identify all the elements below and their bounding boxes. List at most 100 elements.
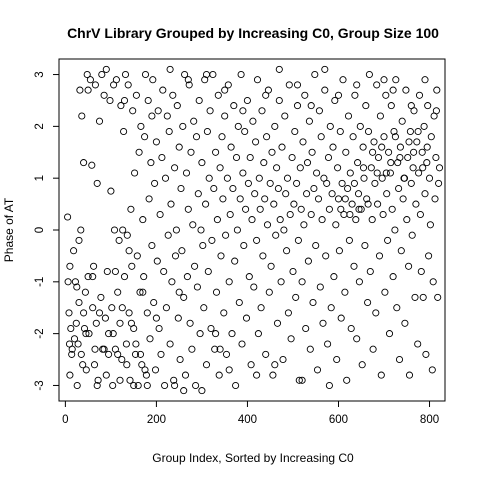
data-point bbox=[266, 179, 274, 187]
data-point bbox=[98, 70, 106, 79]
data-point bbox=[248, 216, 256, 224]
data-point bbox=[222, 350, 231, 358]
data-point bbox=[216, 345, 224, 353]
data-point bbox=[253, 236, 261, 244]
data-point bbox=[251, 190, 259, 198]
data-point bbox=[361, 241, 369, 250]
y-tick-label: -3 bbox=[34, 380, 46, 390]
data-point bbox=[337, 205, 345, 213]
data-point bbox=[201, 76, 209, 84]
data-point bbox=[157, 350, 165, 358]
data-point bbox=[95, 117, 104, 125]
data-point bbox=[246, 153, 254, 162]
data-point bbox=[293, 102, 302, 110]
x-tick-label: 800 bbox=[420, 414, 439, 426]
data-point bbox=[355, 205, 363, 213]
data-point bbox=[240, 241, 248, 250]
data-point bbox=[214, 91, 222, 99]
data-point bbox=[186, 319, 194, 327]
data-point bbox=[179, 122, 187, 130]
data-point bbox=[302, 324, 310, 333]
data-point bbox=[432, 107, 440, 115]
data-point bbox=[225, 366, 233, 374]
data-point bbox=[222, 231, 230, 239]
data-point bbox=[100, 345, 108, 353]
data-point bbox=[313, 366, 322, 374]
data-point bbox=[334, 164, 342, 172]
data-point bbox=[68, 345, 76, 353]
data-point bbox=[263, 221, 272, 229]
data-point bbox=[137, 122, 145, 130]
data-point bbox=[242, 314, 251, 322]
data-point bbox=[89, 273, 97, 281]
data-point bbox=[328, 190, 336, 198]
data-point bbox=[202, 200, 210, 208]
data-point bbox=[325, 381, 333, 390]
data-point bbox=[329, 143, 337, 151]
data-point bbox=[134, 381, 142, 390]
data-point bbox=[136, 288, 144, 296]
data-point bbox=[76, 86, 84, 94]
data-point bbox=[120, 96, 129, 105]
data-point bbox=[415, 169, 423, 177]
data-point bbox=[350, 179, 358, 187]
data-point bbox=[354, 190, 363, 198]
data-point bbox=[407, 102, 415, 110]
data-point bbox=[239, 169, 247, 177]
data-point bbox=[342, 148, 350, 156]
data-point bbox=[196, 330, 204, 338]
y-axis-label: Phase of AT bbox=[2, 197, 16, 262]
data-point bbox=[141, 133, 149, 141]
data-point bbox=[107, 187, 115, 195]
data-point bbox=[269, 371, 277, 379]
data-point bbox=[410, 148, 418, 156]
data-point bbox=[325, 205, 333, 213]
data-point bbox=[218, 133, 226, 141]
data-point bbox=[67, 324, 75, 333]
data-point bbox=[407, 179, 415, 187]
data-point bbox=[262, 350, 270, 358]
data-point bbox=[406, 127, 414, 136]
data-point bbox=[282, 190, 290, 198]
data-point bbox=[182, 169, 191, 177]
data-point bbox=[177, 184, 185, 193]
data-point bbox=[213, 216, 221, 224]
data-point bbox=[189, 221, 197, 229]
data-point bbox=[86, 76, 94, 84]
data-point bbox=[105, 350, 113, 358]
data-point bbox=[175, 288, 183, 296]
data-point bbox=[212, 288, 221, 296]
data-point bbox=[193, 283, 201, 291]
data-point bbox=[65, 309, 73, 317]
data-point bbox=[64, 278, 72, 286]
data-point bbox=[92, 319, 100, 327]
data-point bbox=[420, 122, 428, 130]
data-point bbox=[102, 371, 110, 379]
x-tick-label: 0 bbox=[62, 414, 68, 426]
data-point bbox=[111, 267, 119, 276]
data-point bbox=[143, 381, 151, 390]
data-point bbox=[298, 376, 306, 384]
data-point bbox=[156, 210, 164, 219]
data-point bbox=[154, 107, 162, 115]
x-tick-label: 400 bbox=[238, 414, 257, 426]
data-point bbox=[130, 381, 138, 390]
data-point bbox=[261, 195, 269, 203]
x-axis: 0 200 400 600 800 bbox=[62, 401, 439, 426]
data-point bbox=[330, 273, 338, 281]
data-point bbox=[271, 122, 279, 130]
data-point bbox=[364, 298, 372, 307]
data-point bbox=[166, 65, 174, 73]
data-point bbox=[64, 213, 72, 221]
data-point bbox=[365, 70, 373, 79]
data-point bbox=[123, 361, 131, 369]
data-point bbox=[283, 174, 292, 182]
data-point bbox=[255, 174, 263, 182]
data-point bbox=[301, 91, 309, 99]
data-point bbox=[185, 81, 193, 89]
data-point bbox=[374, 200, 382, 208]
data-point bbox=[380, 133, 388, 141]
data-point bbox=[271, 361, 279, 369]
data-point bbox=[273, 164, 281, 172]
data-point bbox=[389, 273, 397, 281]
